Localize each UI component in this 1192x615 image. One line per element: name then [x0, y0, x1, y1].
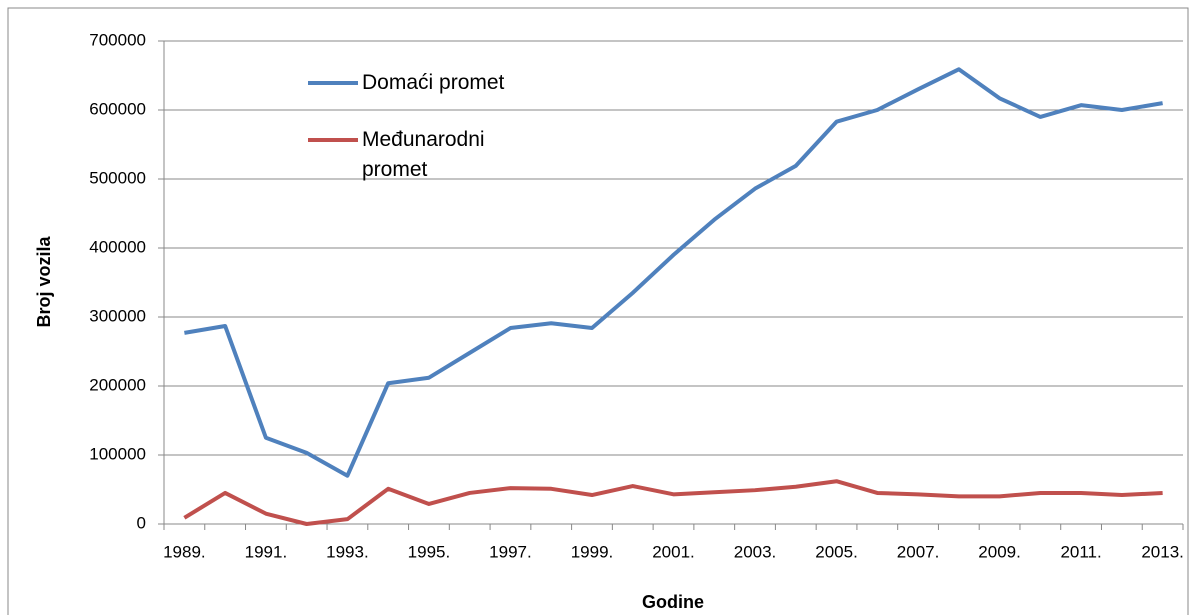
y-tick-label: 0 [137, 513, 146, 532]
series-line [184, 67, 1163, 478]
x-tick-label: 1993. [326, 542, 369, 561]
y-tick-label: 100000 [89, 444, 146, 463]
y-tick-label: 300000 [89, 306, 146, 325]
x-tick-label: 2007. [897, 542, 940, 561]
x-tick-label: 2005. [815, 542, 858, 561]
y-tick-label: 700000 [89, 30, 146, 49]
y-tick-label: 400000 [89, 237, 146, 256]
x-tick-label: 2013. [1141, 542, 1184, 561]
x-tick-label: 1997. [489, 542, 532, 561]
y-tick-label: 500000 [89, 168, 146, 187]
x-tick-label: 2003. [734, 542, 777, 561]
x-tick-label: 1991. [245, 542, 288, 561]
x-axis-title: Godine [642, 592, 704, 612]
legend-label: Međunarodni promet [362, 128, 485, 181]
y-tick-label: 200000 [89, 375, 146, 394]
x-tick-label: 1999. [571, 542, 614, 561]
x-tick-label: 2011. [1060, 542, 1101, 561]
chart-border [7, 7, 1189, 615]
legend-label: Domaći promet [362, 71, 505, 94]
y-tick-label: 600000 [89, 99, 146, 118]
series-line [183, 479, 1163, 526]
x-tick-label: 1989. [163, 542, 206, 561]
x-tick-label: 1995. [408, 542, 451, 561]
x-tick-label: 2001. [652, 542, 695, 561]
x-tick-label: 2009. [978, 542, 1021, 561]
y-axis-title: Broj vozila [34, 236, 54, 328]
